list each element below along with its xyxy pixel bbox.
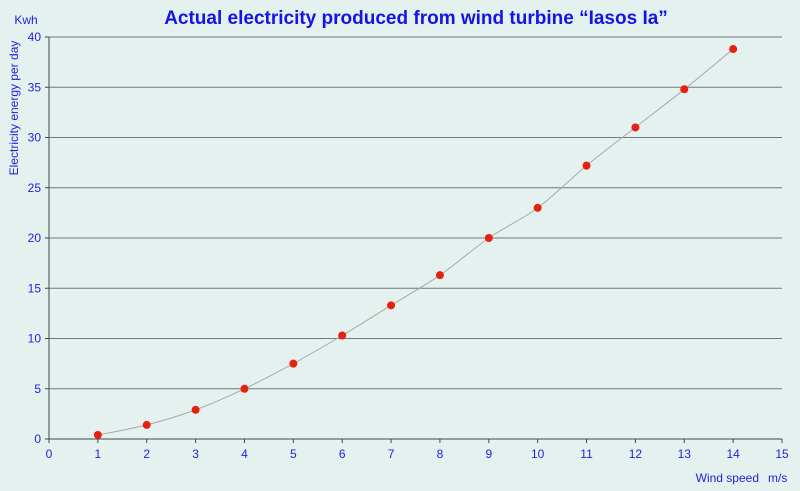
- data-point-2: [142, 420, 151, 429]
- x-tick-label: 15: [775, 447, 789, 461]
- series-line: [97, 48, 734, 436]
- x-tick-label: 1: [95, 447, 102, 461]
- data-point-5: [289, 359, 298, 368]
- data-point-6: [338, 331, 347, 340]
- x-tick-label: 6: [339, 447, 346, 461]
- x-tick-label: 8: [437, 447, 444, 461]
- x-tick-label: 11: [580, 447, 593, 461]
- x-tick-label: 14: [726, 447, 740, 461]
- y-axis-label: Electricity energy per day: [7, 41, 21, 176]
- y-tick-label: 30: [28, 131, 42, 145]
- data-point-9: [484, 234, 493, 242]
- x-tick-label: 12: [629, 447, 643, 461]
- y-tick-label: 5: [34, 382, 41, 396]
- x-tick-label: 13: [678, 447, 692, 461]
- gridlines: [49, 36, 782, 390]
- x-tick-label: 7: [388, 447, 395, 461]
- y-tick-label: 15: [28, 281, 42, 295]
- x-tick-label: 4: [241, 447, 248, 461]
- chart-title: Actual electricity produced from wind tu…: [164, 8, 668, 29]
- data-point-4: [240, 384, 249, 393]
- x-tick-label: 5: [290, 447, 297, 461]
- data-point-8: [435, 271, 444, 280]
- y-tick-label: 40: [28, 30, 42, 44]
- x-tick-label: 9: [485, 447, 492, 461]
- y-tick-label: 35: [28, 80, 42, 94]
- data-point-10: [533, 203, 542, 212]
- data-point-11: [582, 161, 591, 170]
- y-tick-label: 25: [28, 181, 42, 195]
- data-point-1: [93, 430, 102, 439]
- y-axis-unit: Kwh: [14, 13, 37, 27]
- data-point-3: [191, 405, 200, 414]
- x-tick-label: 2: [143, 447, 150, 461]
- axes: [45, 36, 783, 443]
- x-axis-label: Wind speed: [696, 471, 759, 485]
- y-tick-label: 0: [34, 432, 41, 446]
- data-point-7: [387, 301, 396, 310]
- data-point-13: [680, 85, 689, 94]
- x-axis-unit: m/s: [768, 471, 787, 485]
- data-point-12: [631, 123, 640, 132]
- x-tick-label: 10: [531, 447, 545, 461]
- x-tick-label: 3: [192, 447, 199, 461]
- x-tick-label: 0: [46, 447, 53, 461]
- data-series: [93, 45, 738, 439]
- y-tick-label: 20: [28, 231, 42, 245]
- data-point-14: [729, 45, 738, 54]
- y-tick-label: 10: [28, 332, 42, 346]
